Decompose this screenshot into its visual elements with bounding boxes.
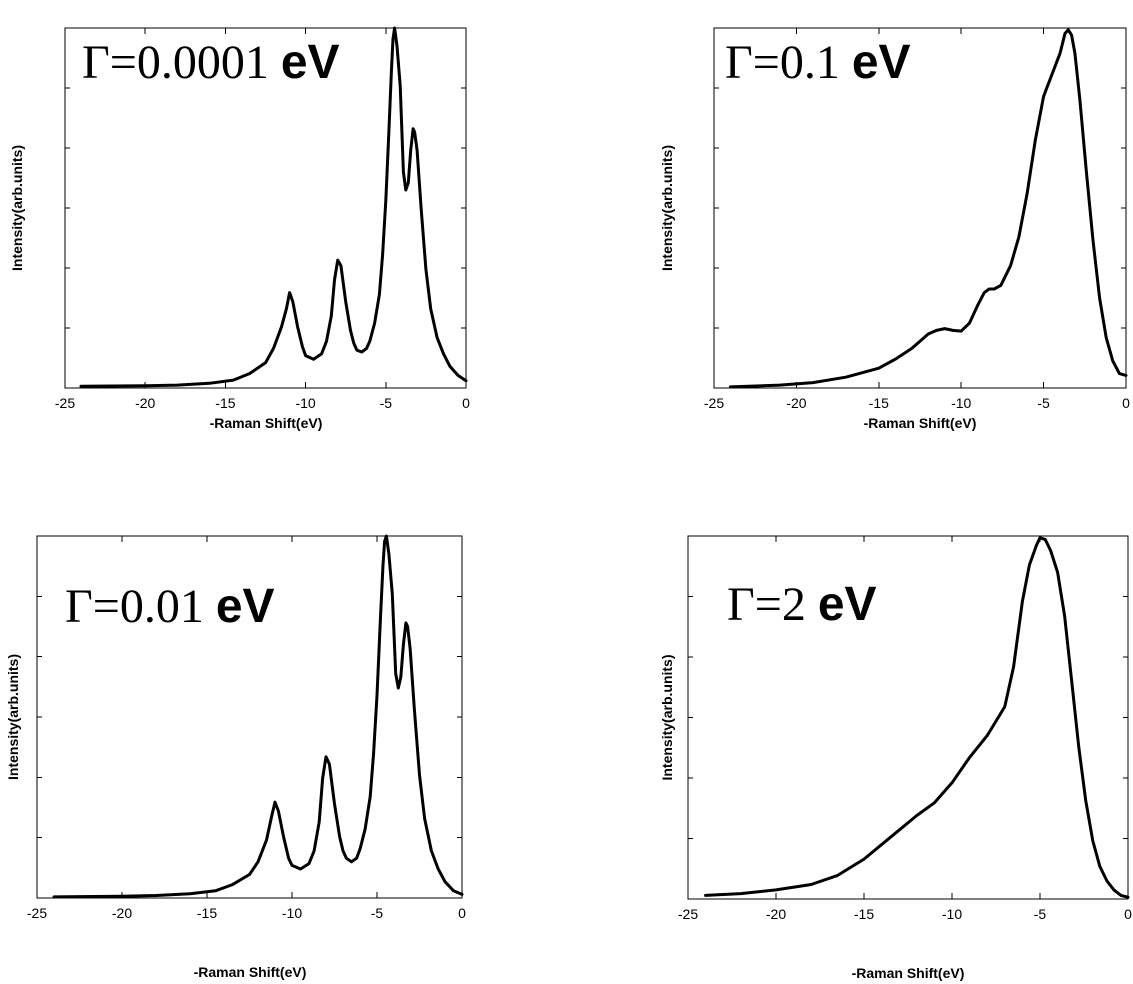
gamma-value: Γ=2 [727, 578, 818, 631]
x-axis-label: -Raman Shift(eV) [210, 415, 323, 431]
gamma-value: Γ=0.01 [65, 580, 216, 633]
gamma-annotation: Γ=0.0001 eV [82, 36, 340, 89]
x-tick-label: -20 [786, 395, 806, 411]
x-tick-label: -15 [197, 905, 217, 921]
x-tick-label: -5 [1037, 395, 1050, 411]
x-tick-label: -25 [55, 395, 75, 411]
x-tick-label: -20 [112, 905, 132, 921]
x-tick-label: -10 [282, 905, 302, 921]
series-line-1 [729, 28, 1128, 389]
x-axis-label: -Raman Shift(eV) [864, 415, 977, 431]
gamma-unit: eV [281, 36, 340, 89]
x-tick-label: -5 [371, 905, 384, 921]
y-axis-label: Intensity(arb.units) [659, 654, 675, 780]
x-tick-label: 0 [462, 395, 470, 411]
x-axis-label: -Raman Shift(eV) [194, 964, 307, 980]
x-tick-label: -15 [854, 906, 874, 922]
gamma-unit: eV [818, 578, 877, 631]
series-line-1 [704, 536, 1130, 899]
y-axis-label: Intensity(arb.units) [5, 654, 21, 780]
x-tick-label: -10 [942, 906, 962, 922]
x-tick-label: -25 [27, 905, 47, 921]
x-tick-label: -25 [678, 906, 698, 922]
x-tick-label: -5 [1034, 906, 1047, 922]
x-tick-label: -20 [135, 395, 155, 411]
gamma-value: Γ=0.1 [725, 36, 852, 89]
y-axis-label: Intensity(arb.units) [9, 145, 25, 271]
gamma-unit: eV [216, 580, 275, 633]
y-axis-label: Intensity(arb.units) [659, 145, 675, 271]
x-tick-label: -10 [951, 395, 971, 411]
chart-panel-4: -25 -20 -15 -10 -5 0 -Raman Shift(eV) Intensity… [659, 535, 1132, 981]
gamma-annotation: Γ=0.1 eV [725, 36, 911, 89]
x-tick-label: 0 [458, 905, 466, 921]
gamma-value: Γ=0.0001 [82, 36, 281, 89]
series-line-1 [52, 534, 464, 899]
chart-panel-2: -25 -20 -15 -10 -5 0 -Raman Shift(eV) Intensity… [659, 27, 1130, 431]
x-tick-label: -15 [869, 395, 889, 411]
x-tick-label: 0 [1122, 395, 1130, 411]
chart-panel-1: -25 -20 -15 -10 -5 0 -Raman Shift(eV) Intensity… [9, 26, 470, 431]
series-line-1 [79, 26, 468, 388]
gamma-unit: eV [852, 36, 911, 89]
gamma-annotation: Γ=2 eV [727, 578, 877, 631]
x-tick-label: -20 [766, 906, 786, 922]
x-tick-label: 0 [1124, 906, 1132, 922]
x-tick-label: -25 [704, 395, 724, 411]
x-tick-label: -10 [295, 395, 315, 411]
gamma-annotation: Γ=0.01 eV [65, 580, 275, 633]
chart-panel-3: -25 -20 -15 -10 -5 0 -Raman Shift(eV) Intensity… [5, 534, 466, 980]
x-axis-label: -Raman Shift(eV) [852, 965, 965, 981]
x-tick-label: -15 [215, 395, 235, 411]
x-tick-label: -5 [380, 395, 393, 411]
